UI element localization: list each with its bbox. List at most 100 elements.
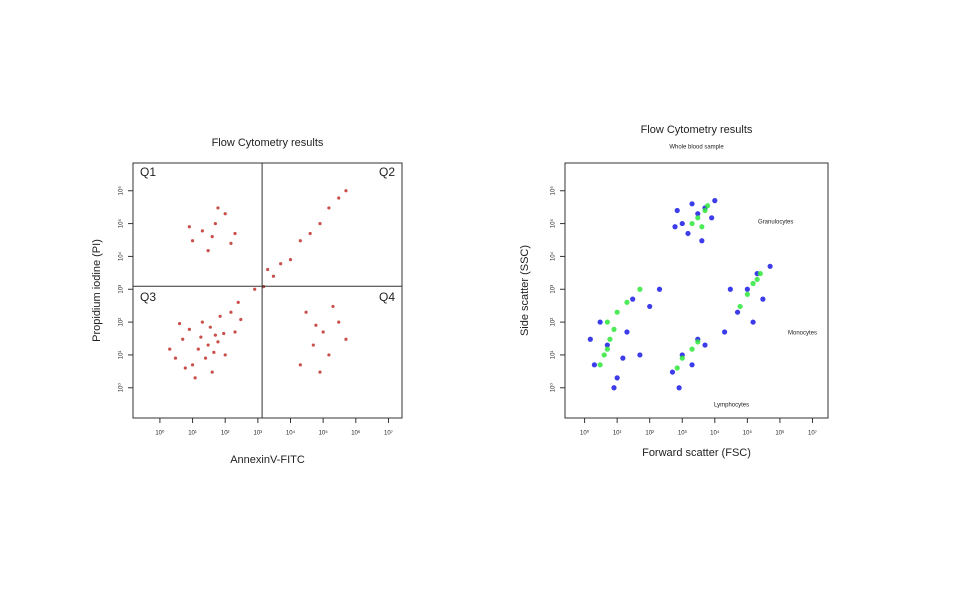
- data-point: [695, 339, 701, 345]
- data-point: [689, 220, 695, 227]
- data-point: [311, 343, 315, 347]
- data-point: [181, 337, 185, 341]
- data-point: [614, 375, 620, 381]
- quadrant-label: Q3: [140, 290, 156, 304]
- data-point: [637, 352, 643, 358]
- data-point: [674, 365, 680, 371]
- data-point: [744, 286, 750, 292]
- quadrant-label: Q1: [140, 165, 156, 179]
- data-point: [674, 207, 680, 214]
- data-point: [216, 206, 220, 210]
- data-point: [604, 319, 610, 325]
- data-point: [587, 336, 593, 342]
- data-point: [223, 353, 227, 357]
- data-point: [734, 309, 741, 315]
- data-point: [327, 206, 331, 210]
- x-tick-label: 10⁴: [710, 430, 720, 437]
- plot-frame: [564, 162, 829, 419]
- data-point: [656, 286, 663, 292]
- data-point: [199, 335, 203, 339]
- data-point: [676, 385, 682, 391]
- data-point: [298, 363, 302, 367]
- data-point: [750, 280, 756, 287]
- data-point: [597, 319, 603, 325]
- x-tick-label: 10⁶: [351, 430, 361, 437]
- plot-frame: [132, 162, 403, 419]
- data-point: [200, 320, 204, 324]
- data-point: [308, 231, 312, 236]
- data-point: [177, 321, 182, 326]
- data-point: [604, 342, 610, 348]
- x-axis-label: Forward scatter (FSC): [642, 447, 751, 459]
- x-tick-label: 10⁰: [580, 430, 590, 437]
- y-tick-label: 10¹: [551, 351, 557, 360]
- data-point: [210, 370, 214, 374]
- y-tick-label: 10³: [551, 285, 557, 294]
- data-point: [760, 296, 766, 302]
- data-point: [233, 231, 237, 236]
- data-point: [647, 303, 653, 310]
- data-point: [672, 224, 678, 230]
- data-point: [620, 355, 626, 361]
- data-point: [193, 376, 197, 380]
- data-point: [212, 350, 216, 354]
- data-point: [607, 336, 613, 342]
- data-point: [206, 249, 210, 253]
- chart-subtitle: Whole blood sample: [669, 145, 724, 151]
- x-tick-label: 10³: [678, 431, 687, 437]
- x-tick-label: 10⁵: [319, 430, 329, 437]
- data-point: [689, 201, 695, 207]
- data-point: [611, 326, 617, 332]
- y-axis-label: Side scatter (SSC): [519, 245, 531, 336]
- data-point: [337, 196, 341, 200]
- data-point: [614, 309, 620, 315]
- x-tick-label: 10⁷: [808, 430, 817, 437]
- data-point: [190, 363, 195, 367]
- data-point: [702, 342, 708, 348]
- data-point: [314, 323, 318, 327]
- data-point: [318, 370, 322, 374]
- data-point: [757, 270, 763, 277]
- data-point: [183, 366, 187, 370]
- data-point: [704, 203, 711, 209]
- data-point: [210, 235, 214, 239]
- data-point: [304, 310, 308, 314]
- data-point: [298, 239, 302, 243]
- data-point: [669, 369, 676, 375]
- data-point: [213, 333, 217, 337]
- data-point: [187, 327, 191, 331]
- data-point: [685, 230, 691, 237]
- data-point: [223, 212, 227, 216]
- data-point: [318, 221, 322, 226]
- data-point: [702, 207, 708, 214]
- data-point: [630, 296, 636, 302]
- data-point: [624, 299, 630, 305]
- chart-title: Flow Cytometry results: [641, 124, 753, 136]
- x-tick-label: 10⁶: [775, 430, 785, 437]
- data-point: [253, 287, 257, 291]
- data-point: [611, 385, 617, 391]
- data-point: [327, 353, 331, 357]
- y-tick-label: 10³: [119, 285, 125, 294]
- data-point: [208, 325, 212, 329]
- x-tick-label: 10³: [254, 431, 263, 437]
- y-tick-label: 10¹: [119, 351, 125, 360]
- data-point: [279, 262, 283, 266]
- data-point: [196, 347, 200, 351]
- data-point: [604, 346, 610, 352]
- x-tick-label: 10⁰: [155, 430, 165, 437]
- x-tick-label: 10⁴: [286, 430, 296, 437]
- data-point: [222, 331, 226, 336]
- data-point: [190, 239, 195, 243]
- data-point: [229, 241, 233, 245]
- annotation: Monocytes: [788, 331, 817, 337]
- data-point: [266, 267, 270, 272]
- y-tick-label: 10⁰: [118, 383, 125, 393]
- data-point: [331, 304, 335, 309]
- data-point: [187, 225, 191, 229]
- data-point: [689, 346, 695, 352]
- x-tick-label: 10¹: [188, 431, 197, 437]
- data-point: [767, 263, 773, 269]
- quadrant-label: Q4: [379, 290, 395, 304]
- data-point: [637, 286, 643, 292]
